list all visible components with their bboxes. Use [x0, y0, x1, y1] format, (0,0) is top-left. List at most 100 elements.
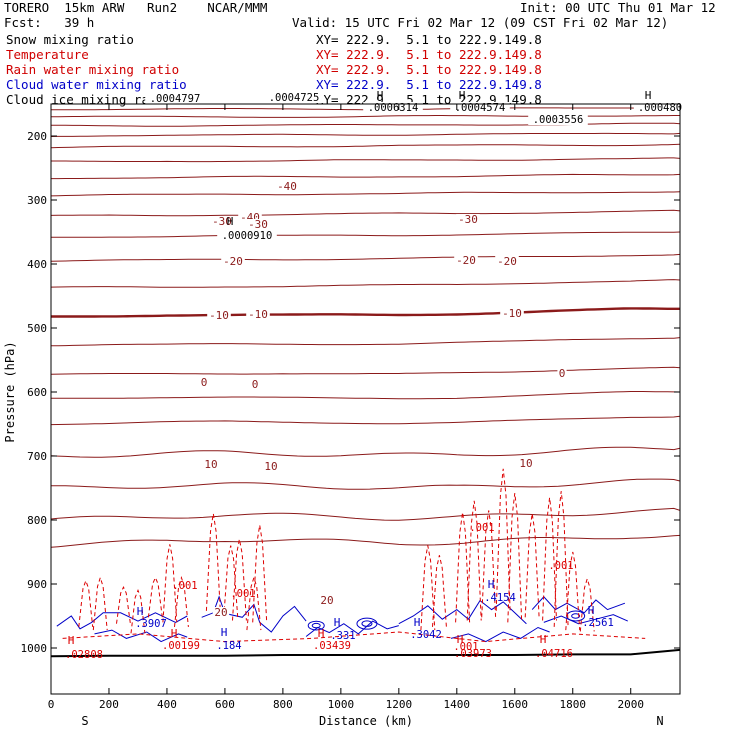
snow-value-1: .0004797 [150, 93, 201, 105]
temperature-label-13-bg [250, 379, 260, 390]
cloud-water-value-2: .184 [216, 640, 241, 652]
snow-value-6: .000480 [638, 102, 682, 114]
forecast-hour: Fcst: 39 h [4, 15, 95, 30]
x-tick-label-2000: 2000 [617, 698, 644, 711]
extrema-h-13: H [377, 89, 384, 102]
extrema-h-14: H [459, 89, 466, 102]
temperature-contour--45 [50, 132, 681, 137]
init-time: Init: 00 UTC Thu 01 Mar 12 [520, 0, 716, 15]
rain-value-5: .02808 [65, 649, 103, 661]
temperature-contour--20 [50, 209, 681, 217]
snow-value-4: .0004574 [455, 102, 506, 114]
temperature-contour-5 [50, 337, 681, 347]
plot-frame [50, 103, 681, 695]
temperature-label-7: -20 [456, 254, 476, 267]
field-rain-name: Rain water mixing ratio [6, 62, 180, 77]
extrema-h-5: H [488, 578, 495, 591]
cloud-water-value-4: .3042 [410, 629, 442, 641]
x-tick-label-400: 400 [157, 698, 177, 711]
temperature-label-9-bg [207, 310, 231, 321]
snow-value-7: .0000910 [222, 230, 273, 242]
extrema-h-4: H [414, 616, 421, 629]
cloud-water-contour-7 [531, 596, 626, 614]
temperature-label-15: 10 [204, 458, 217, 471]
temperature-label-16: 10 [264, 460, 277, 473]
snow-value-1-bg [145, 93, 205, 104]
temperature-label-14-bg [557, 368, 567, 379]
snow-value-5-bg [528, 114, 588, 125]
extrema-h-6: H [588, 604, 595, 617]
rain-value-4: .001 [548, 560, 573, 572]
x-tick-label-1400: 1400 [444, 698, 471, 711]
cloud-water-cell-4 [361, 620, 373, 627]
temperature-label-12-bg [199, 377, 209, 388]
snow-value-5: .0003556 [533, 114, 584, 126]
temperature-label-10: -10 [248, 308, 268, 321]
temperature-contour-0 [51, 307, 680, 318]
rain-contours [62, 468, 646, 643]
y-tick-label-400: 400 [27, 258, 47, 271]
cloud-water-contour-5 [398, 599, 527, 625]
temperature-label-17-bg [517, 458, 535, 469]
rain-contour-9 [223, 545, 239, 618]
rain-contour-17 [481, 510, 497, 618]
temperature-label-12: 0 [201, 376, 208, 389]
cloud-water-contour-1 [56, 612, 188, 630]
temperature-label-2-bg [275, 181, 299, 192]
rain-contour-19 [507, 493, 523, 623]
cloud-water-value-3: .331 [330, 630, 355, 642]
rain-contour-22 [553, 491, 569, 627]
rain-contour-10 [232, 539, 247, 621]
rain-contour-21 [542, 497, 557, 621]
temperature-contour--5 [50, 279, 681, 288]
x-tick-label-600: 600 [215, 698, 235, 711]
temperature-label-16-bg [262, 461, 280, 472]
x-tick-label-1200: 1200 [386, 698, 413, 711]
cloud-water-contour-4 [305, 620, 399, 637]
y-tick-label-300: 300 [27, 194, 47, 207]
rain-contour-2 [92, 575, 108, 631]
rain-contour-12 [252, 525, 268, 623]
rain-contour-14 [432, 555, 447, 627]
temperature-label-1-bg [238, 212, 262, 223]
temperature-label-13: 0 [252, 378, 259, 391]
temperature-label-19-bg [318, 595, 336, 606]
rain-value-3: .001 [469, 522, 494, 534]
temperature-label-3-bg [210, 216, 234, 227]
extrema-h-1: H [137, 605, 144, 618]
rain-contour-5 [147, 576, 163, 618]
temperature-label-7-bg [454, 255, 478, 266]
rain-contour-3 [116, 586, 131, 624]
cloud-water-value-5: .4154 [484, 592, 516, 604]
temperature-contour-20 [50, 415, 681, 426]
temperature-contour--30 [51, 173, 681, 180]
y-tick-label-200: 200 [27, 130, 47, 143]
cloud-water-cell-2 [311, 622, 321, 629]
y-tick-label-700: 700 [27, 450, 47, 463]
rain-value-2: .001 [230, 588, 255, 600]
rain-contour-7 [174, 576, 189, 627]
temperature-contour--15 [51, 231, 681, 238]
temperature-contour-40 [50, 534, 681, 548]
rain-value-6: .00199 [162, 640, 200, 652]
y-tick-label-800: 800 [27, 514, 47, 527]
snow-value-7-bg [217, 230, 277, 241]
x-tick-label-1800: 1800 [560, 698, 587, 711]
cloud-water-cell-1 [307, 620, 325, 631]
x-axis-title: Distance (km) [319, 714, 413, 728]
rain-value-10: .04716 [535, 648, 573, 660]
temperature-label-19: 20 [320, 594, 333, 607]
rain-contour-6 [162, 544, 178, 623]
y-tick-label-600: 600 [27, 386, 47, 399]
temperature-label-11: -10 [502, 307, 522, 320]
cloud-water-contour-8 [543, 614, 629, 625]
temperature-label-11-bg [500, 308, 524, 319]
y-tick-label-1000: 1000 [21, 642, 48, 655]
temperature-contour--25 [50, 191, 681, 197]
temperature-contour-15 [51, 391, 681, 400]
temperature-label-2: -40 [277, 180, 297, 193]
temperature-label-4: -30 [248, 218, 268, 231]
temperature-contour-35 [50, 507, 681, 521]
